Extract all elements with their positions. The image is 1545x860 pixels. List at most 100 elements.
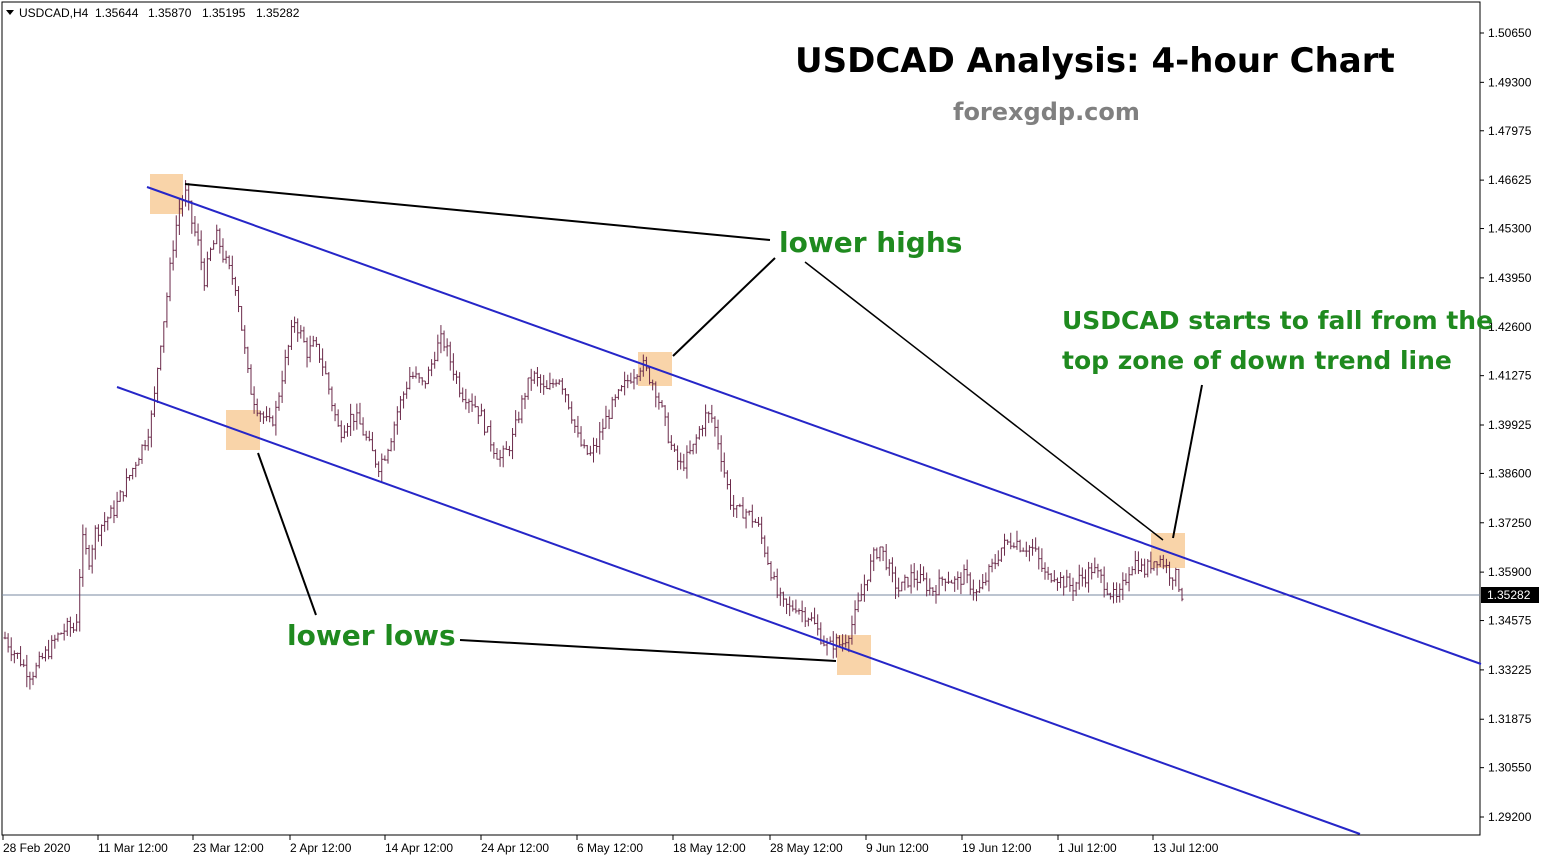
ohlc-bar: [554, 379, 558, 387]
ohlc-bar: [788, 596, 792, 617]
ohlc-bar: [526, 377, 530, 400]
ohlc-bar: [996, 550, 1000, 567]
ohlc-bar: [258, 410, 262, 422]
ohlc-bar: [551, 378, 555, 389]
ohlc-bar: [283, 349, 287, 384]
ohlc-bar: [389, 438, 393, 452]
ohlc-bar: [918, 564, 922, 584]
ohlc-bar: [604, 405, 608, 429]
ohlc-bar: [252, 386, 256, 414]
ohlc-bar: [62, 623, 66, 641]
ohlc-bar: [660, 400, 664, 408]
ohlc-bar: [579, 426, 583, 447]
ohlc-bar: [1062, 575, 1066, 596]
ohlc-bar: [1158, 555, 1162, 568]
ohlc-bar: [215, 224, 219, 245]
ohlc-bar: [511, 427, 515, 460]
ohlc-bar: [100, 524, 104, 547]
ohlc-bar: [87, 544, 91, 570]
ohlc-bar: [934, 584, 938, 604]
ohlc-bar: [679, 452, 683, 470]
ohlc-bar: [374, 449, 378, 468]
ohlc-bar: [1161, 554, 1165, 570]
ohlc-bar: [50, 635, 54, 660]
ohlc-bar: [700, 425, 704, 437]
ohlc-bar: [741, 497, 745, 519]
ohlc-bar: [342, 425, 346, 439]
ohlc-bar: [778, 587, 782, 606]
ohlc-bar: [588, 445, 592, 456]
ohlc-bar: [352, 413, 356, 431]
ohlc-bar: [760, 516, 764, 545]
ohlc-bar: [772, 571, 776, 580]
x-tick-label: 28 May 12:00: [770, 841, 843, 855]
ohlc-bar: [1071, 577, 1075, 601]
ohlc-bar: [302, 326, 306, 343]
ohlc-bar: [327, 372, 331, 395]
ohlc-bar: [165, 292, 169, 328]
ohlc-bar: [1077, 564, 1081, 590]
ohlc-bar: [128, 474, 132, 481]
ohlc-bar: [775, 568, 779, 599]
ohlc-bar: [361, 417, 365, 436]
ohlc-bar: [806, 617, 810, 627]
ohlc-bar: [321, 348, 325, 376]
ohlc-bar: [1102, 566, 1106, 598]
ohlc-bar: [582, 439, 586, 449]
ohlc-bar: [635, 374, 639, 385]
ohlc-bar: [1046, 566, 1050, 580]
ohlc-bar: [286, 344, 290, 366]
ohlc-bar: [881, 546, 885, 562]
ohlc-bar: [34, 662, 38, 679]
symbol-dropdown-icon[interactable]: [6, 10, 14, 15]
ohlc-bar: [274, 400, 278, 436]
ohlc-bar: [1093, 557, 1097, 574]
ohlc-bar: [311, 335, 315, 347]
ohlc-bar: [968, 572, 972, 595]
ohlc-bar: [729, 479, 733, 510]
y-tick-label: 1.43950: [1488, 271, 1532, 285]
ohlc-bar: [439, 325, 443, 354]
ohlc-bar: [146, 428, 150, 451]
x-tick-label: 13 Jul 12:00: [1153, 841, 1219, 855]
ohlc-bar: [517, 411, 521, 424]
ohlc-bar: [897, 577, 901, 598]
ohlc-bar: [1149, 551, 1153, 574]
ohlc-bar: [563, 388, 567, 403]
ohlc-bar: [850, 615, 854, 645]
ohlc-bar: [420, 377, 424, 386]
ohlc-bar: [987, 564, 991, 592]
ohlc-bar: [59, 632, 63, 635]
ohlc-bar: [1130, 566, 1134, 576]
ohlc-bar: [81, 524, 85, 587]
ohlc-bar: [887, 559, 891, 576]
ohlc-bar: [1031, 538, 1035, 556]
ohlc-bar: [84, 527, 88, 555]
ohlc-bar: [732, 494, 736, 517]
ohlc-bar: [866, 579, 870, 592]
ohlc-bar: [744, 508, 748, 529]
symbol-label: USDCAD,H4: [19, 6, 89, 20]
ohlc-bar: [43, 646, 47, 662]
ohlc-bar: [560, 378, 564, 395]
ohlc-bar: [489, 420, 493, 452]
ohlc-bar: [476, 406, 480, 424]
ohlc-bar: [423, 380, 427, 389]
ohlc-bar: [797, 608, 801, 615]
ohlc-bar: [19, 646, 23, 667]
ohlc-bar: [1040, 548, 1044, 573]
ohlc-bar: [1111, 582, 1115, 604]
ohlc-bar: [218, 228, 222, 254]
ohlc-bar: [837, 635, 841, 648]
ohlc-bar: [1006, 539, 1010, 545]
ohlc-bar: [152, 386, 156, 418]
ohlc-bar: [694, 434, 698, 454]
x-tick-label: 11 Mar 12:00: [98, 841, 168, 855]
ohlc-bar: [1015, 530, 1019, 550]
ohlc-bar: [953, 576, 957, 592]
ohlc-bar: [324, 361, 328, 375]
ohlc-bar: [1152, 561, 1156, 571]
ohlc-bar: [697, 426, 701, 440]
ohlc-bar: [9, 637, 13, 662]
ohlc-bar: [405, 381, 409, 399]
